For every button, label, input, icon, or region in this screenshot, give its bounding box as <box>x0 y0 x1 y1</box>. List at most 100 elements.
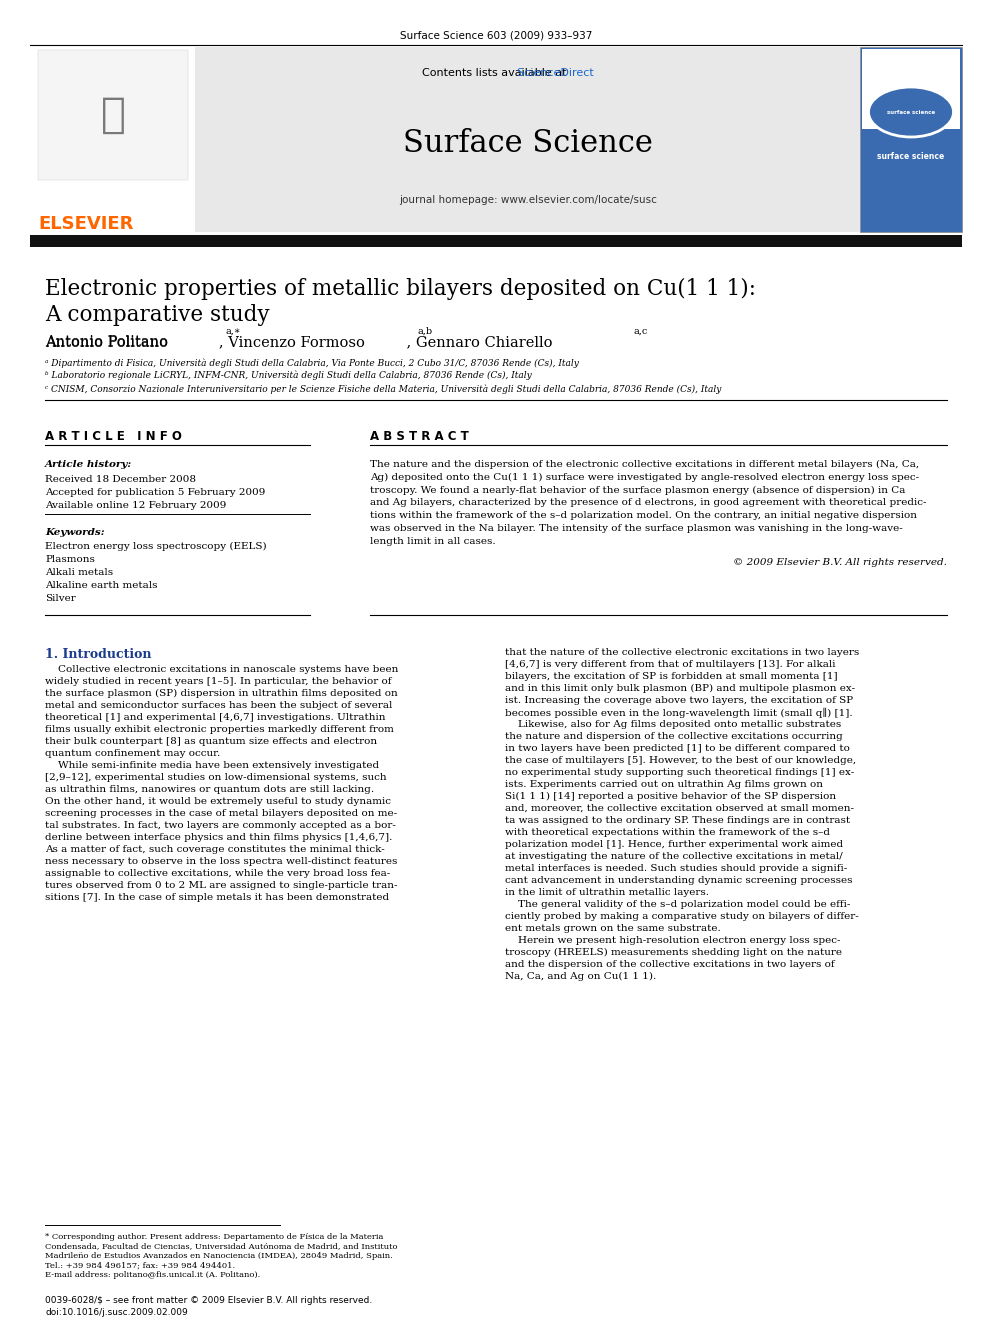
Text: theoretical [1] and experimental [4,6,7] investigations. Ultrathin: theoretical [1] and experimental [4,6,7]… <box>45 713 386 722</box>
Text: Collective electronic excitations in nanoscale systems have been: Collective electronic excitations in nan… <box>45 665 399 673</box>
Text: ᵇ Laboratorio regionale LiCRYL, INFM-CNR, Università degli Studi della Calabria,: ᵇ Laboratorio regionale LiCRYL, INFM-CNR… <box>45 370 532 381</box>
Bar <box>38 50 188 180</box>
Text: The general validity of the s–d polarization model could be effi-: The general validity of the s–d polariza… <box>505 900 850 909</box>
Text: A comparative study: A comparative study <box>45 304 270 325</box>
Text: [2,9–12], experimental studies on low-dimensional systems, such: [2,9–12], experimental studies on low-di… <box>45 773 387 782</box>
Text: metal interfaces is needed. Such studies should provide a signifi-: metal interfaces is needed. Such studies… <box>505 864 847 873</box>
Text: The nature and the dispersion of the electronic collective excitations in differ: The nature and the dispersion of the ele… <box>370 460 920 470</box>
Text: the nature and dispersion of the collective excitations occurring: the nature and dispersion of the collect… <box>505 732 843 741</box>
Text: in the limit of ultrathin metallic layers.: in the limit of ultrathin metallic layer… <box>505 888 709 897</box>
Text: ta was assigned to the ordinary SP. These findings are in contrast: ta was assigned to the ordinary SP. Thes… <box>505 816 850 826</box>
Bar <box>860 48 962 232</box>
Text: doi:10.1016/j.susc.2009.02.009: doi:10.1016/j.susc.2009.02.009 <box>45 1308 187 1316</box>
Text: ELSEVIER: ELSEVIER <box>38 216 133 233</box>
Text: Received 18 December 2008: Received 18 December 2008 <box>45 475 196 484</box>
Text: ist. Increasing the coverage above two layers, the excitation of SP: ist. Increasing the coverage above two l… <box>505 696 853 705</box>
Text: While semi-infinite media have been extensively investigated: While semi-infinite media have been exte… <box>45 761 379 770</box>
Text: screening processes in the case of metal bilayers deposited on me-: screening processes in the case of metal… <box>45 808 397 818</box>
Text: [4,6,7] is very different from that of multilayers [13]. For alkali: [4,6,7] is very different from that of m… <box>505 660 835 669</box>
Text: Surface Science 603 (2009) 933–937: Surface Science 603 (2009) 933–937 <box>400 30 592 40</box>
Text: Electronic properties of metallic bilayers deposited on Cu(1 1 1):: Electronic properties of metallic bilaye… <box>45 278 756 300</box>
Text: Herein we present high-resolution electron energy loss spec-: Herein we present high-resolution electr… <box>505 935 840 945</box>
Text: as ultrathin films, nanowires or quantum dots are still lacking.: as ultrathin films, nanowires or quantum… <box>45 785 374 794</box>
Text: As a matter of fact, such coverage constitutes the minimal thick-: As a matter of fact, such coverage const… <box>45 845 385 855</box>
Text: 1. Introduction: 1. Introduction <box>45 648 152 662</box>
Text: Alkaline earth metals: Alkaline earth metals <box>45 581 158 590</box>
Ellipse shape <box>869 87 953 138</box>
Text: Silver: Silver <box>45 594 75 603</box>
Text: Contents lists available at: Contents lists available at <box>422 67 570 78</box>
Text: journal homepage: www.elsevier.com/locate/susc: journal homepage: www.elsevier.com/locat… <box>399 194 657 205</box>
Text: 🌲: 🌲 <box>100 94 126 136</box>
Text: Ag) deposited onto the Cu(1 1 1) surface were investigated by angle-resolved ele: Ag) deposited onto the Cu(1 1 1) surface… <box>370 472 920 482</box>
Text: A R T I C L E   I N F O: A R T I C L E I N F O <box>45 430 182 443</box>
Text: no experimental study supporting such theoretical findings [1] ex-: no experimental study supporting such th… <box>505 767 854 777</box>
Text: Keywords:: Keywords: <box>45 528 104 537</box>
Text: that the nature of the collective electronic excitations in two layers: that the nature of the collective electr… <box>505 648 859 658</box>
Bar <box>30 48 195 232</box>
Text: in two layers have been predicted [1] to be different compared to: in two layers have been predicted [1] to… <box>505 744 850 753</box>
Bar <box>862 49 960 130</box>
Text: ciently probed by making a comparative study on bilayers of differ-: ciently probed by making a comparative s… <box>505 912 859 921</box>
Text: Na, Ca, and Ag on Cu(1 1 1).: Na, Ca, and Ag on Cu(1 1 1). <box>505 972 657 982</box>
Text: cant advancement in understanding dynamic screening processes: cant advancement in understanding dynami… <box>505 876 852 885</box>
Text: surface science: surface science <box>887 110 935 115</box>
Text: Antonio Politano: Antonio Politano <box>45 335 173 349</box>
Text: and the dispersion of the collective excitations in two layers of: and the dispersion of the collective exc… <box>505 960 834 968</box>
Text: tures observed from 0 to 2 ML are assigned to single-particle tran-: tures observed from 0 to 2 ML are assign… <box>45 881 398 890</box>
Text: 0039-6028/$ – see front matter © 2009 Elsevier B.V. All rights reserved.: 0039-6028/$ – see front matter © 2009 El… <box>45 1297 372 1304</box>
Text: Antonio Politano           , Vincenzo Formoso         , Gennaro Chiarello: Antonio Politano , Vincenzo Formoso , Ge… <box>45 335 553 349</box>
Text: films usually exhibit electronic properties markedly different from: films usually exhibit electronic propert… <box>45 725 394 734</box>
Text: length limit in all cases.: length limit in all cases. <box>370 537 496 546</box>
Text: ists. Experiments carried out on ultrathin Ag films grown on: ists. Experiments carried out on ultrath… <box>505 781 823 789</box>
Text: and in this limit only bulk plasmon (BP) and multipole plasmon ex-: and in this limit only bulk plasmon (BP)… <box>505 684 855 693</box>
Text: E-mail address: politano@fis.unical.it (A. Politano).: E-mail address: politano@fis.unical.it (… <box>45 1271 260 1279</box>
Text: Plasmons: Plasmons <box>45 556 95 564</box>
Text: Electron energy loss spectroscopy (EELS): Electron energy loss spectroscopy (EELS) <box>45 542 267 552</box>
Text: ᶜ CNISM, Consorzio Nazionale Interuniversitario per le Scienze Fisiche della Mat: ᶜ CNISM, Consorzio Nazionale Interuniver… <box>45 384 721 393</box>
Text: ent metals grown on the same substrate.: ent metals grown on the same substrate. <box>505 923 721 933</box>
Text: Alkali metals: Alkali metals <box>45 568 113 577</box>
Text: Accepted for publication 5 February 2009: Accepted for publication 5 February 2009 <box>45 488 266 497</box>
Text: assignable to collective excitations, while the very broad loss fea-: assignable to collective excitations, wh… <box>45 869 390 878</box>
Text: quantum confinement may occur.: quantum confinement may occur. <box>45 749 220 758</box>
Text: widely studied in recent years [1–5]. In particular, the behavior of: widely studied in recent years [1–5]. In… <box>45 677 392 687</box>
Text: at investigating the nature of the collective excitations in metal/: at investigating the nature of the colle… <box>505 852 843 861</box>
Text: bilayers, the excitation of SP is forbidden at small momenta [1]: bilayers, the excitation of SP is forbid… <box>505 672 837 681</box>
Text: was observed in the Na bilayer. The intensity of the surface plasmon was vanishi: was observed in the Na bilayer. The inte… <box>370 524 903 533</box>
Text: with theoretical expectations within the framework of the s–d: with theoretical expectations within the… <box>505 828 830 837</box>
Text: © 2009 Elsevier B.V. All rights reserved.: © 2009 Elsevier B.V. All rights reserved… <box>733 557 947 566</box>
Text: metal and semiconductor surfaces has been the subject of several: metal and semiconductor surfaces has bee… <box>45 701 393 710</box>
Text: Madrileño de Estudios Avanzados en Nanociencia (IMDEA), 28049 Madrid, Spain.: Madrileño de Estudios Avanzados en Nanoc… <box>45 1252 393 1259</box>
Bar <box>195 48 860 232</box>
Text: Surface Science: Surface Science <box>403 128 653 159</box>
Text: their bulk counterpart [8] as quantum size effects and electron: their bulk counterpart [8] as quantum si… <box>45 737 377 746</box>
Text: Tel.: +39 984 496157; fax: +39 984 494401.: Tel.: +39 984 496157; fax: +39 984 49440… <box>45 1262 235 1270</box>
Text: troscopy. We found a nearly-flat behavior of the surface plasmon energy (absence: troscopy. We found a nearly-flat behavio… <box>370 486 906 495</box>
Text: a,b: a,b <box>418 327 434 336</box>
Text: and, moreover, the collective excitation observed at small momen-: and, moreover, the collective excitation… <box>505 804 854 814</box>
Text: Si(1 1 1) [14] reported a positive behavior of the SP dispersion: Si(1 1 1) [14] reported a positive behav… <box>505 792 836 802</box>
Text: * Corresponding author. Present address: Departamento de Física de la Materia: * Corresponding author. Present address:… <box>45 1233 383 1241</box>
Text: becomes possible even in the long-wavelength limit (small q∥) [1].: becomes possible even in the long-wavele… <box>505 708 853 718</box>
Text: ScienceDirect: ScienceDirect <box>398 67 594 78</box>
Text: a,c: a,c <box>634 327 649 336</box>
Text: troscopy (HREELS) measurements shedding light on the nature: troscopy (HREELS) measurements shedding … <box>505 949 842 957</box>
Text: derline between interface physics and thin films physics [1,4,6,7].: derline between interface physics and th… <box>45 833 393 841</box>
Text: A B S T R A C T: A B S T R A C T <box>370 430 469 443</box>
Text: surface science: surface science <box>877 152 944 161</box>
Text: sitions [7]. In the case of simple metals it has been demonstrated: sitions [7]. In the case of simple metal… <box>45 893 389 902</box>
Text: Condensada, Facultad de Ciencias, Universidad Autónoma de Madrid, and Instituto: Condensada, Facultad de Ciencias, Univer… <box>45 1242 398 1250</box>
Bar <box>30 235 962 247</box>
Text: and Ag bilayers, characterized by the presence of d electrons, in good agreement: and Ag bilayers, characterized by the pr… <box>370 499 927 508</box>
Text: the surface plasmon (SP) dispersion in ultrathin films deposited on: the surface plasmon (SP) dispersion in u… <box>45 689 398 699</box>
Text: tal substrates. In fact, two layers are commonly accepted as a bor-: tal substrates. In fact, two layers are … <box>45 822 396 830</box>
Text: Available online 12 February 2009: Available online 12 February 2009 <box>45 501 226 509</box>
Text: a,∗: a,∗ <box>225 327 240 336</box>
Text: ness necessary to observe in the loss spectra well-distinct features: ness necessary to observe in the loss sp… <box>45 857 398 867</box>
Text: ᵃ Dipartimento di Fisica, Università degli Studi della Calabria, Via Ponte Bucci: ᵃ Dipartimento di Fisica, Università deg… <box>45 359 579 368</box>
Text: Likewise, also for Ag films deposited onto metallic substrates: Likewise, also for Ag films deposited on… <box>505 720 841 729</box>
Text: polarization model [1]. Hence, further experimental work aimed: polarization model [1]. Hence, further e… <box>505 840 843 849</box>
Text: On the other hand, it would be extremely useful to study dynamic: On the other hand, it would be extremely… <box>45 796 391 806</box>
Text: tions within the framework of the s–d polarization model. On the contrary, an in: tions within the framework of the s–d po… <box>370 511 917 520</box>
